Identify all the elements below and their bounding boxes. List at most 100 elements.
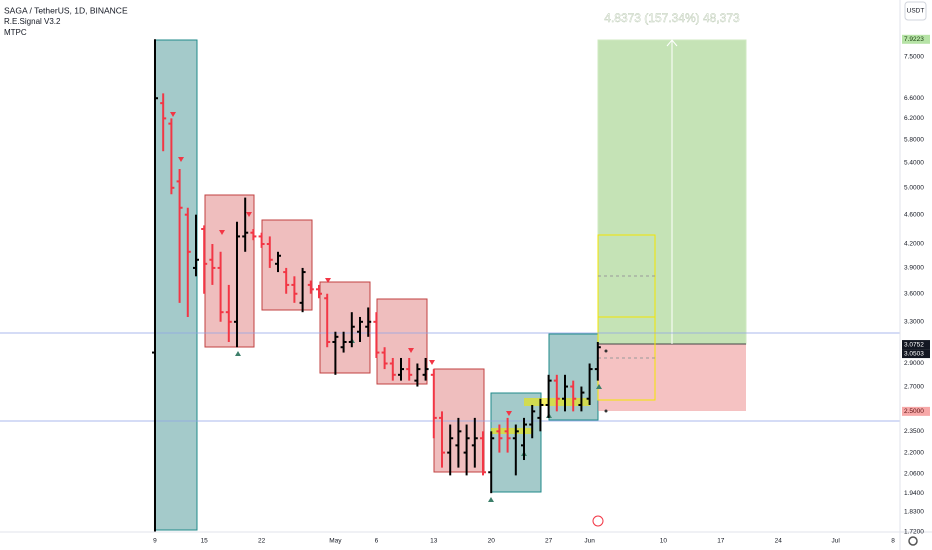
x-tick-label: 24 [775, 538, 783, 545]
y-tick-label: 4.6000 [904, 211, 924, 218]
ohlc-bar [299, 267, 306, 313]
ohlc-bar [340, 331, 347, 353]
ohlc-bar [594, 341, 601, 381]
ohlc-bar [365, 307, 372, 337]
ohlc-bar [439, 411, 446, 468]
y-tick-label: 3.9000 [904, 265, 924, 272]
ohlc-bar [414, 363, 421, 387]
ohlc-bar [455, 417, 462, 468]
ohlc-bar [389, 357, 396, 381]
arrow-head [666, 39, 678, 47]
ohlc-bar [332, 331, 339, 375]
ohlc-bar [225, 284, 232, 342]
ohlc-bar [250, 229, 257, 241]
x-tick-label: Jul [831, 538, 840, 545]
x-tick-label: 9 [153, 538, 157, 545]
ohlc-bar [283, 267, 290, 294]
y-tick-label: 4.2000 [904, 241, 924, 248]
ohlc-bar [315, 284, 322, 299]
event-icon[interactable] [592, 515, 604, 527]
y-tick-label: 2.3500 [904, 428, 924, 435]
price-tag-label: 3.0503 [904, 350, 924, 357]
drawings [0, 39, 900, 531]
y-tick-label: 2.2000 [904, 449, 924, 456]
currency-label[interactable]: USDT [907, 8, 925, 15]
ohlc-bar [381, 347, 388, 370]
x-tick-label: 20 [488, 538, 496, 545]
y-tick-label: 5.4000 [904, 160, 924, 167]
ohlc-bar [348, 312, 355, 348]
settings-icon[interactable] [908, 536, 918, 546]
ohlc-bar [406, 357, 413, 381]
ohlc-bar [209, 244, 216, 285]
ohlc-bar [291, 276, 298, 303]
price-tag-label: 3.0752 [904, 341, 924, 348]
price-tag [902, 406, 930, 416]
ohlc-bar [586, 363, 593, 405]
price-tag [902, 340, 930, 350]
y-tick-label: 6.2000 [904, 115, 924, 122]
ohlc-bar [496, 424, 503, 453]
ohlc-bar [176, 168, 183, 303]
ohlc-bar [217, 251, 224, 322]
y-tick-label: 3.3000 [904, 319, 924, 326]
ohlc-bar [160, 93, 167, 152]
ohlc-bar [266, 236, 273, 268]
ohlc-bar [373, 312, 380, 358]
ohlc-bar [521, 417, 528, 461]
ohlc-bar [480, 431, 487, 476]
x-tick-label: Jun [584, 538, 595, 545]
y-tick-label: 5.0000 [904, 184, 924, 191]
ohlc-bar [168, 118, 175, 195]
ohlc-bar [233, 221, 240, 348]
ohlc-bar [422, 357, 429, 381]
currency-button[interactable] [904, 1, 927, 21]
ohlc-bar [562, 374, 569, 412]
indicator-label: R.E.Signal V3.2 [4, 17, 61, 26]
y-tick-label: 3.6000 [904, 290, 924, 297]
y-tick-label: 2.9000 [904, 360, 924, 367]
y-tick-label: 1.9400 [904, 490, 924, 497]
price-tag [902, 34, 930, 44]
ohlc-bar [529, 404, 536, 439]
ohlc-bar [578, 386, 585, 412]
ohlc-bar [553, 374, 560, 412]
x-tick-label: 17 [717, 538, 725, 545]
ohlc-bar [324, 293, 331, 348]
y-tick-label: 6.6000 [904, 95, 924, 102]
x-tick-label: 15 [201, 538, 209, 545]
dot [604, 349, 608, 353]
ohlc-bar [471, 417, 478, 468]
ohlc-bar [151, 39, 158, 532]
x-tick-label: 10 [660, 538, 668, 545]
ohlc-bar [398, 357, 405, 381]
ohlc-bar [488, 431, 495, 494]
ohlc-bar [307, 280, 314, 294]
y-tick-label: 5.8000 [904, 137, 924, 144]
price-tag-label: 2.5000 [904, 408, 924, 415]
indicator-label: MTPC [4, 28, 27, 37]
stop-zone [598, 344, 746, 411]
x-tick-label: 22 [258, 538, 266, 545]
ohlc-bar [258, 232, 265, 248]
ohlc-bar [201, 225, 208, 294]
x-tick-label: May [329, 538, 342, 545]
y-tick-label: 1.7200 [904, 529, 924, 536]
ohlc-bar [512, 424, 519, 476]
y-tick-label: 7.5000 [904, 54, 924, 61]
ohlc-bar [504, 417, 511, 453]
ohlc-bar [242, 197, 249, 252]
position-annotation: 4.8373 (157.34%) 48,373 [604, 11, 740, 25]
price-tag-label: 7.9223 [904, 36, 924, 43]
price-bars [151, 39, 601, 532]
zone-box [319, 281, 371, 374]
ohlc-bar [537, 398, 544, 432]
x-tick-label: 27 [545, 538, 553, 545]
highlight [491, 428, 532, 434]
zone-box [154, 39, 198, 531]
x-tick-label: 8 [891, 538, 895, 545]
ohlc-bar [545, 374, 552, 418]
ohlc-bar [430, 369, 437, 439]
dot [604, 409, 608, 413]
